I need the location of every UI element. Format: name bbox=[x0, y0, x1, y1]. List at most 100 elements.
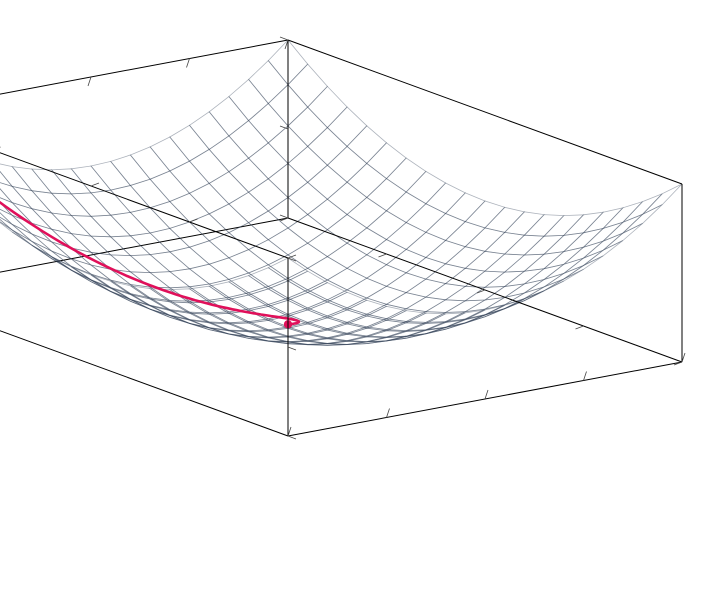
surface-facet bbox=[406, 328, 446, 339]
surface-facet bbox=[642, 183, 683, 215]
surface-facet bbox=[307, 164, 348, 200]
surface-facet bbox=[30, 190, 73, 217]
surface-facet bbox=[464, 200, 506, 229]
surface-facet bbox=[188, 299, 231, 314]
surface-facet bbox=[71, 258, 111, 281]
surface-facet bbox=[326, 106, 368, 147]
surface-facet bbox=[583, 232, 624, 259]
surface-facet bbox=[406, 322, 446, 332]
surface-facet bbox=[189, 323, 230, 335]
surface-facet bbox=[424, 283, 467, 301]
surface-facet bbox=[445, 308, 486, 322]
surface-facet bbox=[11, 229, 52, 257]
surface-facet bbox=[71, 269, 111, 292]
x-tick-mark bbox=[287, 426, 292, 437]
surface-facet bbox=[70, 215, 112, 238]
surface-facet bbox=[169, 315, 210, 329]
surface-facet bbox=[168, 268, 211, 288]
surface-facet bbox=[365, 318, 408, 331]
surface-facet bbox=[386, 333, 426, 342]
surface-facet bbox=[110, 154, 151, 186]
surface-facet bbox=[582, 207, 625, 234]
axes-box-front-edge-6 bbox=[0, 39, 289, 95]
surface-facet bbox=[188, 240, 230, 265]
surface-facet bbox=[109, 211, 151, 237]
surface-facet bbox=[306, 279, 348, 301]
z-tick-mark bbox=[287, 257, 297, 262]
surface-facet bbox=[228, 329, 269, 338]
surface-facet bbox=[365, 305, 408, 321]
surface-facet bbox=[149, 251, 191, 273]
surface-facet bbox=[346, 125, 388, 164]
surface-facet bbox=[405, 170, 447, 205]
surface-facet bbox=[287, 270, 329, 293]
surface-facet bbox=[31, 245, 72, 271]
surface-facet bbox=[168, 288, 211, 304]
surface-facet bbox=[209, 327, 249, 338]
surface-facet bbox=[130, 299, 170, 316]
axes-box-back bbox=[0, 217, 289, 437]
surface-facet bbox=[287, 242, 329, 269]
surface-facet bbox=[228, 272, 270, 294]
surface-facet bbox=[406, 312, 446, 324]
surface-facet bbox=[622, 204, 663, 234]
surface-facet bbox=[188, 283, 230, 301]
surface-facet bbox=[425, 319, 466, 331]
surface-facet bbox=[563, 255, 604, 280]
z-tick-mark bbox=[279, 214, 289, 219]
surface-facet bbox=[326, 289, 368, 309]
surface-facet bbox=[345, 313, 388, 328]
surface-facet bbox=[346, 277, 388, 299]
surface-facet bbox=[149, 308, 190, 324]
surface-facet bbox=[149, 170, 191, 202]
surface-facet bbox=[287, 145, 328, 183]
surface-facet bbox=[0, 170, 14, 188]
surface-facet bbox=[208, 257, 250, 280]
surface-facet bbox=[109, 254, 152, 274]
surface-facet bbox=[247, 239, 289, 266]
surface-facet bbox=[444, 221, 486, 248]
surface-facet bbox=[425, 213, 467, 241]
surface-facet bbox=[562, 227, 605, 253]
surface-facet bbox=[169, 124, 210, 162]
surface-facet bbox=[189, 319, 230, 331]
surface-facet bbox=[445, 316, 486, 330]
surface-facet bbox=[465, 304, 505, 320]
surface-facet bbox=[11, 231, 52, 259]
surface-facet bbox=[208, 232, 250, 259]
surface-facet bbox=[228, 330, 269, 339]
surface-facet bbox=[228, 191, 269, 224]
surface-facet bbox=[366, 337, 407, 344]
x-tick-mark bbox=[186, 58, 190, 68]
surface-facet bbox=[149, 298, 190, 314]
x-tick-mark bbox=[583, 371, 587, 381]
surface-facet bbox=[51, 256, 92, 281]
surface-facet bbox=[385, 292, 427, 310]
surface-facet bbox=[169, 310, 210, 324]
surface-facet bbox=[307, 343, 348, 346]
surface-facet bbox=[50, 168, 92, 195]
surface-facet bbox=[524, 280, 564, 301]
surface-facet bbox=[601, 201, 643, 230]
surface-facet bbox=[50, 212, 93, 237]
surface-facet bbox=[326, 309, 368, 325]
surface-facet bbox=[247, 288, 289, 307]
surface-facet bbox=[405, 296, 447, 313]
surface-facet bbox=[406, 327, 446, 337]
paraboloid-surface bbox=[0, 39, 683, 346]
surface-facet bbox=[287, 214, 329, 244]
z-tick-mark bbox=[287, 346, 297, 351]
surface-facet bbox=[386, 322, 427, 332]
surface-facet bbox=[385, 248, 427, 274]
surface-facet bbox=[248, 336, 289, 343]
surface-facet bbox=[465, 308, 505, 324]
surface-facet bbox=[51, 258, 92, 283]
surface-facet bbox=[209, 329, 249, 339]
surface-facet bbox=[90, 160, 132, 191]
surface-facet bbox=[188, 213, 230, 242]
surface-facet bbox=[622, 193, 663, 223]
surface-facet bbox=[365, 285, 408, 305]
surface-facet bbox=[543, 246, 584, 270]
surface-facet bbox=[248, 142, 289, 180]
surface-facet bbox=[366, 336, 407, 343]
